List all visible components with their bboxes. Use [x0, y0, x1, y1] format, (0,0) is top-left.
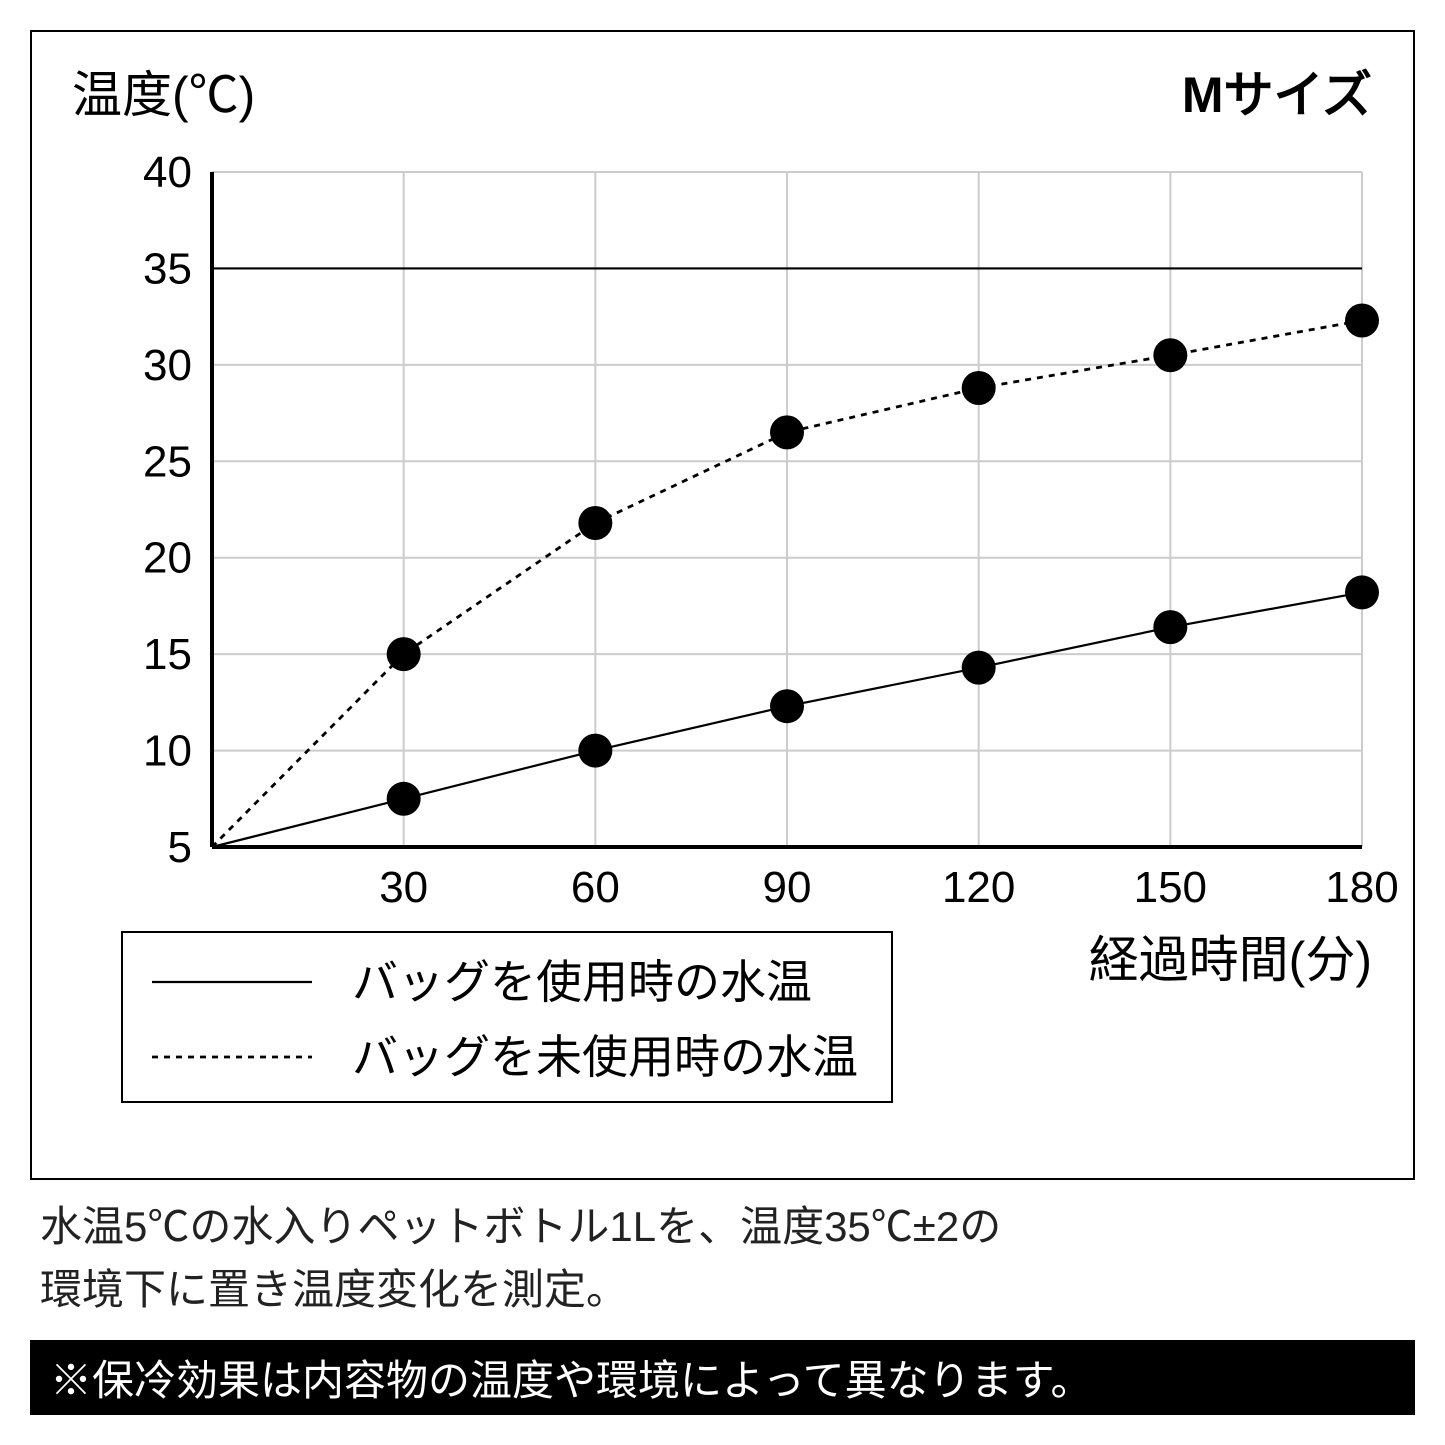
svg-text:35: 35: [143, 244, 192, 293]
svg-text:120: 120: [942, 863, 1015, 912]
svg-text:90: 90: [763, 863, 812, 912]
svg-text:25: 25: [143, 437, 192, 486]
disclaimer-text: ※保冷効果は内容物の温度や環境によって異なります。: [50, 1347, 1092, 1408]
disclaimer-bar: ※保冷効果は内容物の温度や環境によって異なります。: [30, 1340, 1415, 1415]
chart-frame: 温度(℃) Mサイズ 5 10 15 20 25 30 35 40 30 60 90 120 150 180 経…: [30, 30, 1415, 1180]
svg-text:150: 150: [1134, 863, 1207, 912]
svg-text:バッグを使用時の水温: バッグを使用時の水温: [352, 956, 812, 1008]
svg-text:バッグを未使用時の水温: バッグを未使用時の水温: [352, 1031, 858, 1083]
svg-text:30: 30: [143, 341, 192, 390]
svg-text:10: 10: [143, 727, 192, 776]
note-line-2: 環境下に置き温度変化を測定。: [40, 1266, 628, 1313]
svg-text:5: 5: [168, 823, 192, 872]
svg-text:30: 30: [379, 863, 428, 912]
page: 温度(℃) Mサイズ 5 10 15 20 25 30 35 40 30 60 90 120 150 180 経…: [0, 0, 1445, 1445]
svg-text:経過時間(分): 経過時間(分): [1089, 932, 1372, 988]
svg-text:20: 20: [143, 534, 192, 583]
svg-text:60: 60: [571, 863, 620, 912]
svg-text:Mサイズ: Mサイズ: [1182, 67, 1372, 123]
chart-svg: 温度(℃) Mサイズ 5 10 15 20 25 30 35 40 30 60 90 120 150 180 経…: [32, 32, 1413, 1178]
svg-text:温度(℃): 温度(℃): [72, 67, 255, 123]
test-condition-note: 水温5℃の水入りペットボトル1Lを、温度35℃±2の 環境下に置き温度変化を測定…: [40, 1195, 1415, 1321]
svg-text:15: 15: [143, 630, 192, 679]
svg-text:180: 180: [1325, 863, 1398, 912]
svg-text:40: 40: [143, 148, 192, 197]
note-line-1: 水温5℃の水入りペットボトル1Lを、温度35℃±2の: [40, 1203, 1001, 1250]
